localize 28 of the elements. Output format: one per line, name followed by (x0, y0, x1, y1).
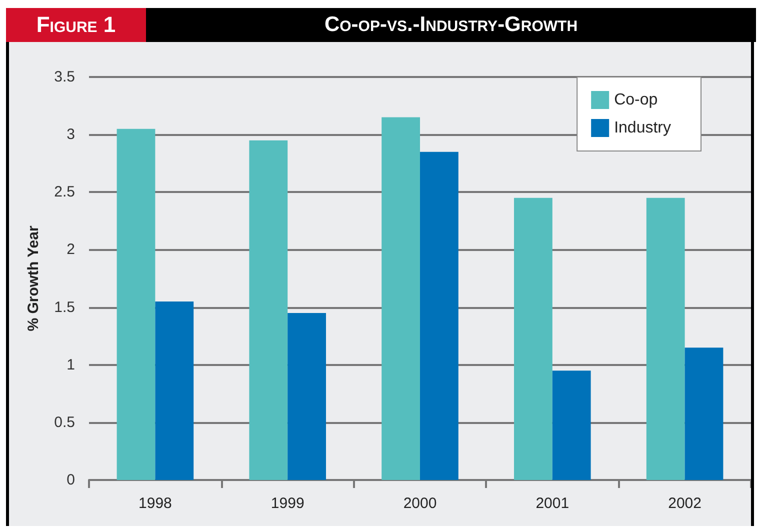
y-tick-label: 1.5 (54, 298, 75, 316)
y-tick-label: 0 (66, 472, 75, 488)
bar (288, 313, 326, 480)
bar (514, 198, 552, 480)
bar (646, 198, 685, 480)
caption: Figure 1 (6, 8, 146, 42)
bar (382, 117, 420, 480)
x-tick-label: 1998 (138, 495, 172, 512)
bar (684, 348, 724, 480)
x-tick-label: 1999 (270, 495, 304, 512)
y-tick-label: 2 (66, 241, 75, 258)
y-axis-title: % Growth Year (25, 226, 42, 332)
bar (420, 152, 458, 480)
x-tick-label: 2000 (403, 495, 437, 512)
x-tick-label: 2002 (668, 495, 702, 512)
legend-label: Industry (614, 120, 672, 136)
y-tick-label: 3 (66, 126, 75, 144)
bar (155, 302, 194, 480)
legend-label: Co-op (614, 92, 658, 108)
y-tick-label: 1 (66, 356, 75, 374)
y-tick-label: 3.5 (54, 68, 75, 86)
bar (552, 370, 591, 480)
bar (116, 128, 156, 480)
y-tick-label: 0.5 (54, 414, 75, 431)
x-tick-label: 2001 (536, 495, 570, 512)
y-tick-label: 2.5 (54, 184, 75, 201)
chart-title: Co-op-vs.-Industry-Growth (323, 12, 579, 38)
bar (249, 140, 288, 480)
